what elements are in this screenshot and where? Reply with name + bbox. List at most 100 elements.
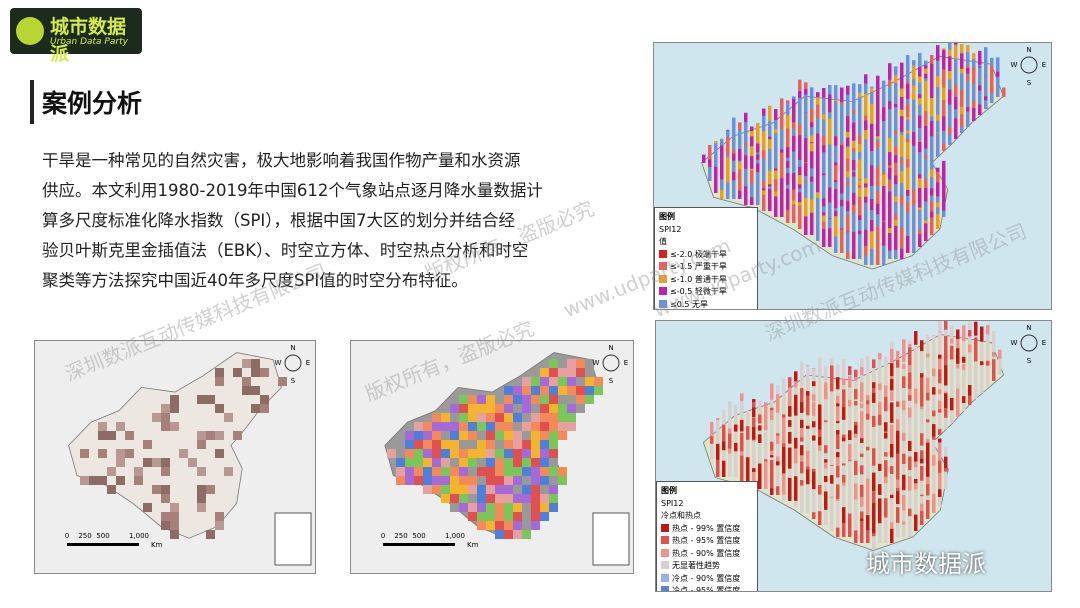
region-cell [432,449,441,458]
map: N E S W 0 250 500 1,000 Km [34,340,316,574]
map: N E S W 0 250 500 1,000 Km [350,340,634,574]
region-cell [423,458,432,467]
station-bar [918,115,922,139]
scale-label: 500 [412,532,425,540]
station-bar [974,321,978,345]
station-bar [902,410,906,429]
region-cell [161,413,170,422]
region-cell [513,440,522,449]
station-bar [912,171,916,187]
station-bar [926,400,930,423]
region-cell [152,458,161,467]
region-cell [486,494,495,503]
station-bar [870,103,874,127]
station-bar [914,331,918,351]
station-bar [818,494,822,513]
station-bar [902,339,906,363]
region-cell [558,413,567,422]
station-bar [728,454,732,477]
station-bar [908,347,912,369]
region-cell [594,377,603,386]
station-bar [762,135,766,157]
station-bar [872,367,876,387]
station-bar [750,156,754,175]
legend-item: 冷点 - 90% 置信度 [661,573,753,586]
station-bar [866,358,870,381]
station-bar [896,507,900,531]
region-cell [143,458,152,467]
region-cell [468,440,477,449]
station-bar [924,187,928,211]
inset-map [592,512,630,566]
station-bar [972,59,976,73]
region-cell [504,512,513,521]
station-bar [858,97,862,121]
station-bar [794,432,798,441]
station-bar [830,456,834,471]
region-cell [513,494,522,503]
station-bar [864,93,868,109]
region-cell [567,413,576,422]
scale-label: 250 [394,532,407,540]
station-bar [798,124,802,139]
station-bar [846,147,850,169]
station-bar [936,182,940,199]
region-cell [441,449,450,458]
station-bar [770,399,774,411]
region-cell [531,386,540,395]
station-bar [930,136,934,157]
station-bar [842,522,846,537]
station-bar [912,204,916,223]
region-cell [206,431,215,440]
region-cell [423,431,432,440]
region-cell [540,494,549,503]
station-bar [806,450,810,471]
station-bar [806,415,810,423]
station-bar [972,83,976,103]
station-bar [804,99,808,121]
station-bar [794,448,798,465]
region-cell [161,458,170,467]
station-bar [882,85,886,109]
station-bar [780,128,784,151]
region-cell [540,458,549,467]
station-bar [750,197,754,205]
station-bar [878,437,882,453]
station-bar [764,451,768,465]
region-cell [224,413,233,422]
compass-label: E [1042,61,1046,69]
station-bar [840,104,844,121]
station-bar [900,171,904,193]
station-bar [816,197,820,217]
region-cell [125,449,134,458]
station-bar [810,212,814,229]
region-cell [540,386,549,395]
region-cell [116,458,125,467]
station-bar [936,171,940,181]
station-bar [962,325,966,339]
station-bar [758,442,762,465]
station-bar [864,255,868,265]
station-bar [896,350,900,369]
region-cell [441,440,450,449]
station-bar [734,451,738,471]
station-bar [788,432,792,453]
station-bar [936,202,940,211]
region-cell [531,422,540,431]
station-bar [822,177,826,199]
station-bar [824,405,828,429]
paragraph-line: 供应。本文利用1980-2019年中国612个气象站点逐月降水量数据计 [42,181,543,200]
station-bar [902,453,906,465]
station-bar [708,167,712,181]
station-bar [876,214,880,235]
region-cell [468,485,477,494]
station-bar [914,379,918,393]
station-bar [942,49,946,73]
station-bar [924,201,928,223]
region-cell [441,413,450,422]
station-bar [896,367,900,387]
region-cell [459,467,468,476]
station-bar [806,365,810,387]
region-cell [98,431,107,440]
